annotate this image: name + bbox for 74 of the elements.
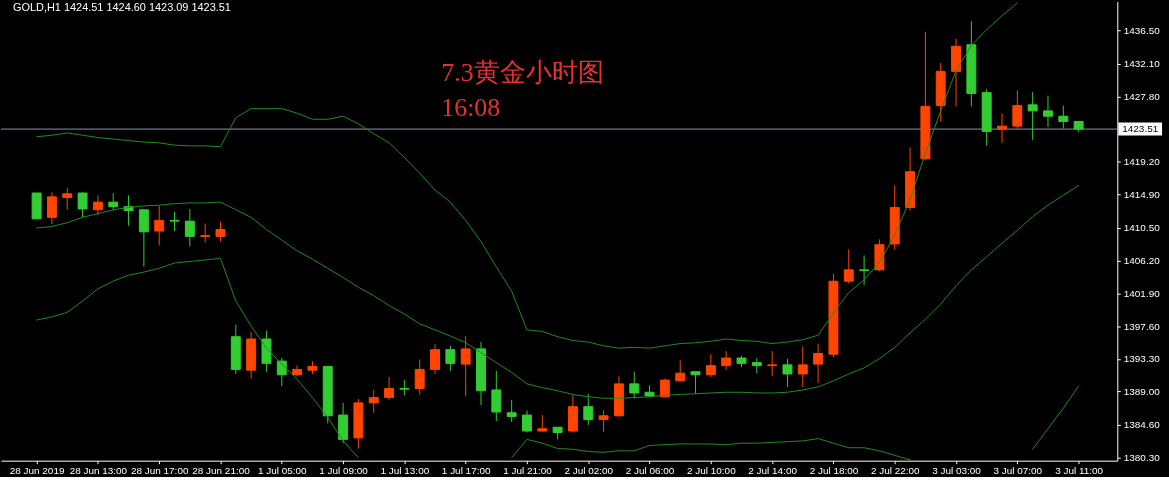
candlestick [583,393,594,426]
x-tick-label: 2 Jul 22:00 [870,465,921,477]
x-tick-label: 3 Jul 03:00 [932,465,982,477]
candlestick [813,343,824,384]
x-tick-label: 2 Jul 10:00 [687,465,737,477]
candlestick [445,345,456,372]
candlestick [522,409,532,434]
candlestick [675,359,686,383]
y-tick-label: 1432.10 [1123,58,1161,70]
candlestick [629,371,640,399]
candlestick [1058,105,1069,129]
text: 7.3黄金小时图 [441,57,604,87]
y-tick-label: 1406.20 [1123,255,1161,267]
candlestick [1012,89,1023,129]
x-tick-label: 1 Jul 09:00 [319,465,369,477]
candlestick [859,254,870,286]
candlestick [1027,91,1038,141]
candlestick [782,358,793,388]
annotation: GOLD,H1 1424.51 1424.60 1423.09 1423.51 [12,1,231,14]
line-series [36,184,1080,399]
candlestick [506,399,517,423]
candlestick [184,208,195,247]
y-tick-label: 1436.50 [1123,24,1161,36]
candlestick [598,409,609,433]
candlestick [690,371,701,395]
x-tick-label: 1 Jul 05:00 [257,465,308,477]
x-tick-label: 28 Jun 21:00 [192,465,251,477]
candlestick [138,209,149,268]
candlestick [430,343,440,375]
candlestick [154,205,165,246]
y-tick-label: 1397.60 [1123,320,1161,332]
candlestick [92,194,103,216]
candlestick [384,376,395,401]
candlestick [62,187,73,211]
candlestick [414,359,425,396]
x-tick-label: 28 Jun 17:00 [130,465,189,477]
x-tick-label: 1 Jul 17:00 [441,465,491,477]
x-tick-label: 2 Jul 18:00 [809,465,859,477]
candlestick [200,222,211,243]
y-tick-label: 1427.80 [1123,90,1161,102]
x-tick-label: 1 Jul 21:00 [503,465,553,477]
candlestick [1043,95,1053,128]
candlestick [276,357,287,387]
candlestick [997,112,1007,144]
x-tick-label: 28 Jun 13:00 [69,465,128,477]
x-tick-label: 3 Jul 11:00 [1055,465,1104,477]
y-tick-label: 1414.90 [1123,189,1161,201]
y-tick-label: 1410.50 [1123,222,1161,234]
x-tick-label: 2 Jul 02:00 [564,465,614,477]
x-tick-label: 2 Jul 06:00 [625,465,675,477]
x-tick-label: 2 Jul 14:00 [748,465,798,477]
ref-line-label: 1423.51 [1122,123,1159,135]
x-tick-label: 1 Jul 13:00 [380,465,430,477]
candlestick [169,211,180,232]
y-tick-label: 1419.20 [1123,156,1161,168]
y-tick-label: 1389.00 [1123,385,1161,397]
candlestick [77,191,88,218]
candlestick [767,350,778,377]
y-tick-label: 1393.30 [1123,353,1161,365]
candlestick [721,350,732,371]
y-tick-label: 1380.30 [1123,452,1161,464]
candlestick [843,248,854,285]
y-tick-label: 1401.90 [1123,287,1161,299]
candlestick [368,389,379,414]
text: 16:08 [441,92,501,122]
candlestick [797,346,808,388]
x-tick-label: 3 Jul 07:00 [993,465,1043,477]
candlestick [491,370,502,422]
candlestick [705,353,716,378]
y-tick-label: 1384.60 [1123,419,1161,431]
candlestick [215,221,226,243]
candlestick [46,191,57,225]
candlestick [460,335,471,397]
x-tick-label: 28 Jun 2019 [9,465,65,477]
